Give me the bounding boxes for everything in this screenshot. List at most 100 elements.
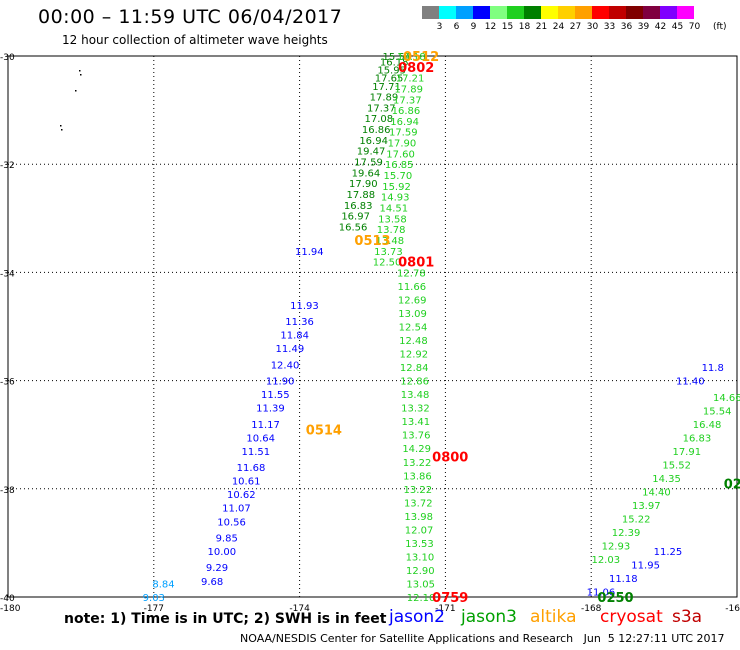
- swh-value: 15.54: [382, 52, 411, 63]
- swh-value: 12.03: [591, 555, 620, 566]
- swh-value: 12.86: [400, 377, 429, 388]
- swh-value: 12.39: [612, 528, 641, 539]
- y-tick-label: -30: [0, 53, 15, 63]
- swh-value: 11.51: [242, 447, 271, 458]
- swh-value: 16.18: [380, 57, 409, 68]
- swh-value: 15.92: [382, 182, 411, 193]
- swh-value: 13.10: [406, 552, 435, 563]
- swh-value: 13.09: [398, 309, 427, 320]
- legend-label: 6: [453, 22, 460, 32]
- legend-swatch: [456, 6, 473, 19]
- swh-value: 16.86: [362, 125, 391, 136]
- swh-value: 13.53: [405, 539, 434, 550]
- swh-value: 9.03: [143, 593, 165, 604]
- swh-value: 16.83: [344, 201, 373, 212]
- swh-value: 11.8: [702, 363, 724, 374]
- island-dot: [61, 129, 63, 131]
- legend-label: 27: [569, 22, 582, 32]
- swh-value: 12.78: [397, 268, 426, 279]
- swh-value: 11.94: [295, 247, 324, 258]
- swh-value: 12.07: [405, 525, 434, 536]
- legend-swatch: [558, 6, 575, 19]
- pass-time-label: 0250: [597, 591, 633, 606]
- swh-value: 10.56: [217, 517, 246, 528]
- swh-value: 11.95: [631, 561, 660, 572]
- legend-label: 21: [535, 22, 548, 32]
- legend-label: 30: [586, 22, 599, 32]
- swh-value: 10.62: [227, 490, 256, 501]
- swh-value: 17.89: [370, 93, 399, 104]
- swh-value: 17.59: [389, 128, 418, 139]
- swh-value: 10.00: [208, 547, 237, 558]
- swh-value: 11.93: [290, 301, 319, 312]
- island-dot: [80, 74, 82, 76]
- swh-value: 13.78: [377, 225, 406, 236]
- legend-swatch: [660, 6, 677, 19]
- swh-value: 11.36: [285, 317, 314, 328]
- swh-value: 12.93: [602, 542, 631, 553]
- swh-value: 15.22: [622, 515, 651, 526]
- y-tick-label: -40: [0, 594, 15, 604]
- y-tick-label: -36: [0, 378, 15, 388]
- legend-label: 18: [518, 22, 531, 32]
- x-tick-label: -16: [725, 604, 740, 614]
- swh-value: 16.18: [397, 52, 426, 63]
- satellite-label-s3a: s3a: [672, 607, 703, 627]
- swh-value: 13.22: [403, 458, 432, 469]
- legend-label: 15: [501, 22, 514, 32]
- swh-value: 17.91: [672, 447, 701, 458]
- legend-swatch: [643, 6, 660, 19]
- swh-value: 11.17: [251, 420, 280, 431]
- swh-value: 9.68: [201, 577, 223, 588]
- swh-value: 12.84: [400, 363, 429, 374]
- color-legend: 3 6 9 12 15 18 21 24 27 30 33 36 39 42 45 70 (ft): [422, 6, 737, 36]
- y-tick-label: -32: [0, 161, 15, 171]
- swh-value: 12.48: [399, 336, 428, 347]
- swh-value: 9.85: [216, 533, 238, 544]
- swh-value: 13.48: [375, 236, 404, 247]
- legend-swatch: [422, 6, 439, 19]
- swh-value: 16.48: [693, 420, 722, 431]
- legend-label: 70: [688, 22, 701, 32]
- swh-value: 12.40: [271, 360, 300, 371]
- swh-value: 14.51: [380, 203, 409, 214]
- x-tick-label: -177: [144, 604, 164, 614]
- legend-label: 39: [637, 22, 650, 32]
- swh-value: 16.56: [339, 222, 368, 233]
- satellite-label-jason3: jason3: [461, 607, 517, 627]
- swh-value: 9.29: [206, 563, 228, 574]
- island-dot: [60, 125, 62, 127]
- swh-value: 13.58: [378, 214, 407, 225]
- swh-value: 16.83: [683, 433, 712, 444]
- swh-value: 17.88: [346, 190, 375, 201]
- swh-value: 13.48: [401, 390, 430, 401]
- swh-value: 13.32: [401, 404, 430, 415]
- legend-swatch: [677, 6, 694, 19]
- swh-value: 13.41: [402, 417, 431, 428]
- footer-credit: NOAA/NESDIS Center for Satellite Applica…: [240, 632, 725, 645]
- swh-value: 12.10: [407, 593, 436, 604]
- swh-value: 17.37: [367, 103, 396, 114]
- swh-value: 12.92: [399, 350, 428, 361]
- swh-value: 8.84: [152, 579, 174, 590]
- swh-value: 11.55: [261, 390, 290, 401]
- swh-value: 17.71: [372, 82, 401, 93]
- legend-label: 42: [654, 22, 667, 32]
- swh-value: 14.93: [381, 193, 410, 204]
- legend-label: 33: [603, 22, 616, 32]
- pass-time-label: 0759: [432, 591, 468, 606]
- y-tick-label: -34: [0, 269, 15, 279]
- swh-value: 17.90: [349, 179, 378, 190]
- satellite-label-jason2: jason2: [389, 607, 445, 627]
- legend-swatch: [507, 6, 524, 19]
- swh-value: 11.18: [609, 574, 638, 585]
- legend-label: 12: [484, 22, 497, 32]
- swh-value: 11.06: [587, 588, 616, 599]
- swh-value: 17.65: [375, 74, 404, 85]
- x-tick-label: -171: [435, 604, 455, 614]
- swh-value: 17.89: [394, 84, 423, 95]
- pass-time-label: 0251: [724, 477, 740, 492]
- legend-swatch: [490, 6, 507, 19]
- swh-value: 11.25: [654, 547, 683, 558]
